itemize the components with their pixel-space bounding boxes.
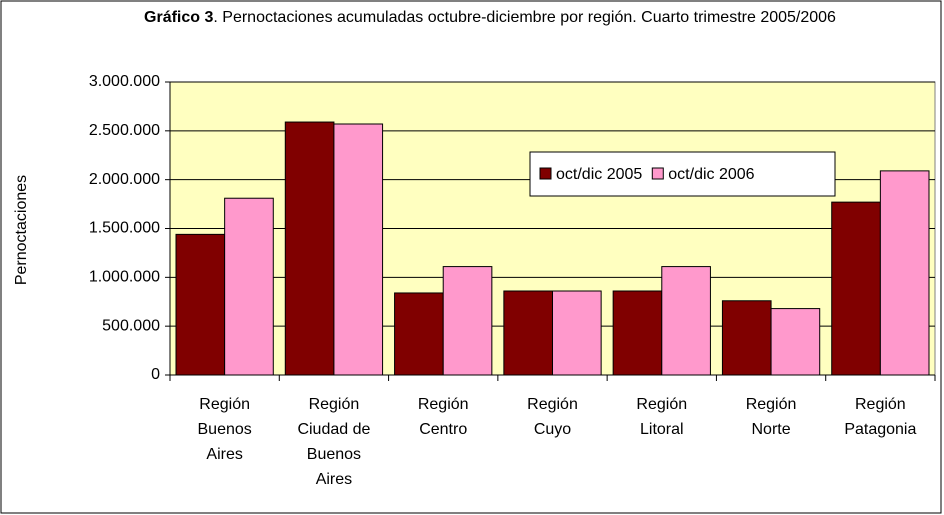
bar: [394, 292, 444, 376]
title-prefix: Gráfico 3: [144, 9, 214, 26]
bar: [552, 290, 602, 376]
x-tick-label: Región Norte: [745, 396, 797, 438]
y-tick-label: 1.000.000: [89, 269, 160, 286]
y-tick-label: 2.500.000: [89, 122, 160, 139]
legend-swatch: [651, 167, 664, 180]
y-tick-label: 500.000: [102, 317, 160, 334]
title-text: . Pernoctaciones acumuladas octubre-dici…: [213, 9, 836, 26]
x-tick-label: Región Centro: [417, 396, 469, 438]
bar: [333, 123, 384, 376]
bar: [442, 266, 493, 376]
bar: [612, 290, 663, 376]
y-axis-label: Pernoctaciones: [13, 175, 30, 285]
bar: [831, 201, 881, 376]
y-tick-label: 3.000.000: [89, 73, 160, 90]
x-tick-label: Región Cuyo: [527, 396, 578, 438]
bar: [503, 290, 554, 376]
bar: [224, 197, 274, 376]
x-tick-label: Región Ciudad de Buenos Aires: [297, 396, 371, 488]
bar: [175, 233, 226, 376]
bar: [284, 121, 335, 376]
bar: [721, 300, 772, 376]
bar: [770, 308, 821, 376]
y-tick-label: 1.500.000: [89, 220, 160, 237]
x-tick-label: Región Patagonia: [844, 396, 917, 438]
legend-label: oct/dic 2005: [556, 166, 642, 183]
x-tick-label: Región Litoral: [636, 396, 688, 438]
y-tick-label: 2.000.000: [89, 171, 160, 188]
chart-title: Gráfico 3. Pernoctaciones acumuladas oct…: [100, 6, 880, 30]
x-tick-label: Región Buenos Aires: [197, 396, 252, 463]
legend-label: oct/dic 2006: [668, 166, 754, 183]
legend-swatch: [539, 167, 552, 180]
bar: [661, 266, 711, 376]
y-tick-label: 0: [151, 366, 160, 383]
legend: [529, 151, 836, 197]
bar: [879, 170, 930, 376]
